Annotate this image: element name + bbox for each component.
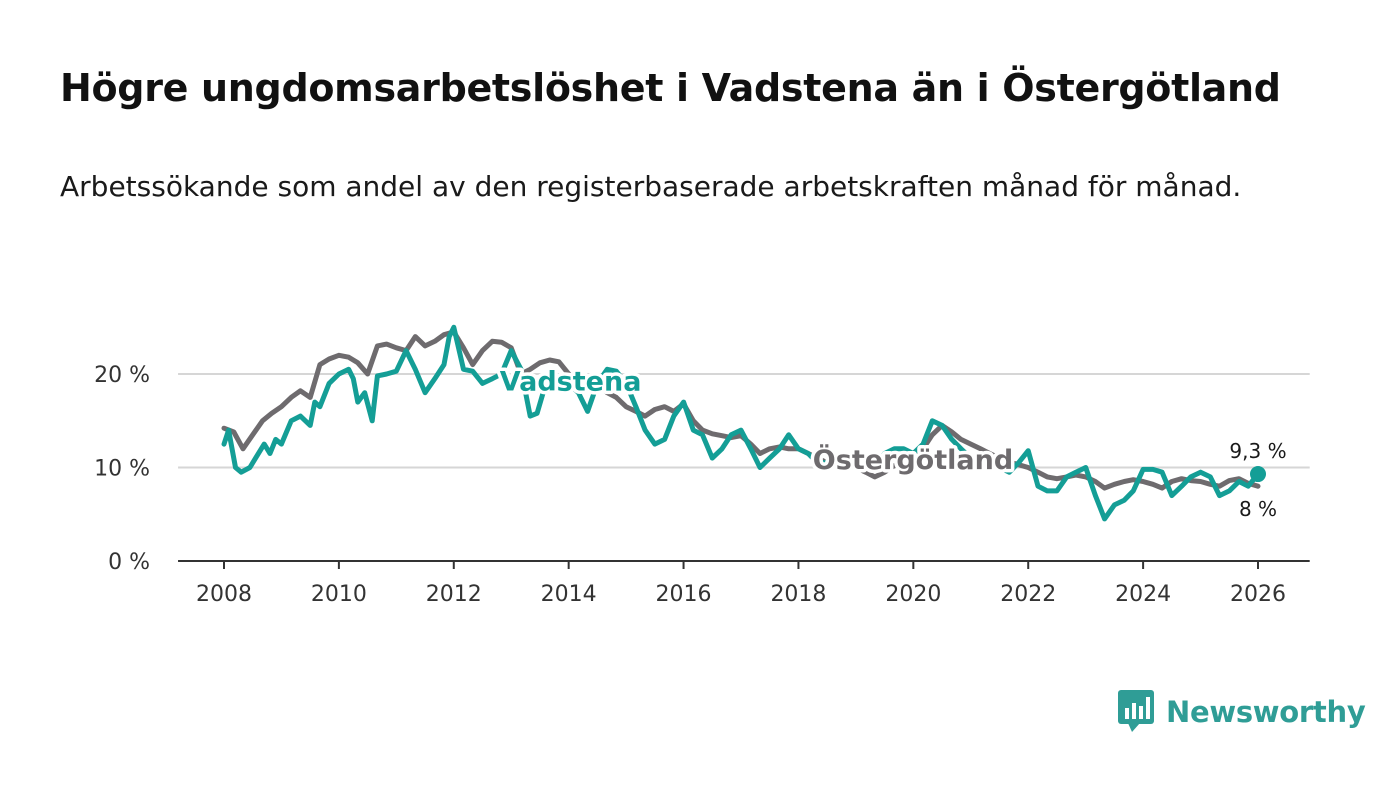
x-tick-label: 2022 (1000, 582, 1056, 607)
y-axis-ticks: 0 % 10 % 20 % (94, 363, 150, 575)
y-tick-label: 10 % (94, 457, 150, 482)
x-tick-label: 2024 (1115, 582, 1171, 607)
grid-lines (178, 373, 1310, 469)
chart-subtitle: Arbetssökande som andel av den registerb… (60, 170, 1242, 203)
x-tick-label: 2016 (656, 582, 712, 607)
end-point-marker-vadstena (1250, 466, 1266, 483)
x-axis-ticks: 2008 2010 2012 2014 2016 2018 2020 2022 2024 2026 (196, 561, 1286, 607)
x-tick-label: 2012 (426, 582, 482, 607)
series-line-vadstena (221, 324, 1261, 522)
chart-title: Högre ungdomsarbetslöshet i Vadstena än … (60, 66, 1281, 110)
series-labels: Östergötland Vadstena 9,3 % 8 % (496, 363, 1288, 523)
x-tick-label: 2020 (885, 582, 941, 607)
series-label-vadstena: Vadstena (500, 367, 642, 398)
y-tick-label: 20 % (94, 363, 150, 388)
newsworthy-bar-chart-icon (1118, 690, 1154, 732)
series-label-ostergotland: Östergötland (813, 443, 1013, 476)
x-tick-label: 2010 (311, 582, 367, 607)
x-tick-label: 2026 (1230, 582, 1286, 607)
end-label-ostergotland: 8 % (1239, 497, 1277, 521)
x-tick-label: 2018 (770, 582, 826, 607)
series-line-ostergotland (221, 329, 1261, 491)
newsworthy-logo: Newsworthy (1118, 690, 1366, 734)
series-lines (221, 324, 1261, 522)
brand-name: Newsworthy (1166, 695, 1366, 729)
y-tick-label: 0 % (108, 550, 150, 575)
end-label-vadstena: 9,3 % (1229, 439, 1286, 463)
x-tick-label: 2008 (196, 582, 252, 607)
x-tick-label: 2014 (541, 582, 597, 607)
